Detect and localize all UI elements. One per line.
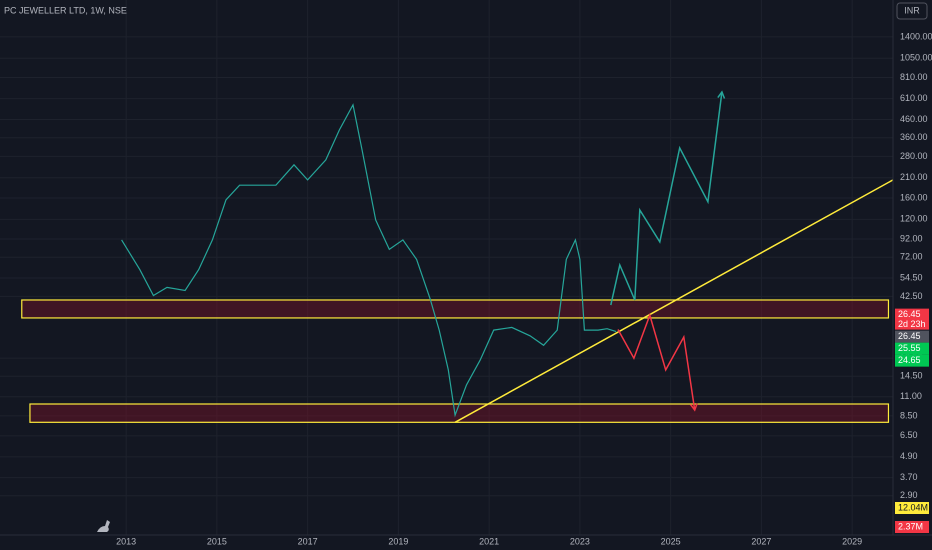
currency-button[interactable] [896,2,928,20]
y-tick-label: 14.50 [900,371,923,381]
x-tick-label: 2019 [388,536,408,546]
y-tick-label: 54.50 [900,272,923,282]
y-tick-label: 72.00 [900,252,923,262]
x-tick-label: 2015 [207,536,227,546]
y-tick-label: 92.00 [900,233,923,243]
projection [610,91,723,306]
grid [0,0,893,535]
y-tick-label: 280.00 [900,151,928,161]
y-tick-label: 2.90 [900,490,918,500]
y-tick-label: 6.50 [900,430,918,440]
y-tick-label: 42.50 [900,291,923,301]
price-tag [895,308,929,321]
x-tick-label: 2021 [479,536,499,546]
projection [617,312,696,411]
price-tag [895,342,929,355]
x-tick-label: 2023 [570,536,590,546]
y-tick-label: 810.00 [900,72,928,82]
x-tick-label: 2027 [751,536,771,546]
y-tick-label: 460.00 [900,114,928,124]
y-tick-label: 210.00 [900,172,928,182]
price-tag-label: 25.55 [898,343,921,353]
x-tick-label: 2025 [661,536,681,546]
x-tick-label: 2017 [298,536,318,546]
currency[interactable]: INR [904,5,920,15]
price-tag [895,354,929,367]
y-tick-label: 4.90 [900,451,918,461]
y-tick-label: 610.00 [900,93,928,103]
volume-tag [895,502,929,514]
logo [97,520,110,532]
price-tag-label: 24.65 [898,355,921,365]
y-tick-label: 8.50 [900,410,918,420]
y-tick-label: 160.00 [900,192,928,202]
y-tick-label: 3.70 [900,472,918,482]
plot [21,90,894,423]
trendline [454,179,894,423]
price-line [121,103,617,418]
x-tick-label: 2029 [842,536,862,546]
y-tick-label: 1050.00 [900,53,932,63]
arrow-head [717,90,726,99]
volume-tag-label: 12.04M [898,502,928,512]
y-tick-label: 360.00 [900,132,928,142]
y-tick-label: 11.00 [900,391,922,401]
price-tag-label: 26.45 [898,331,921,341]
arrow-head [689,403,698,412]
x-tick-label: 2013 [116,536,136,546]
countdown: 2d 23h [898,319,926,329]
y-tick-label: 1400.00 [900,31,932,41]
axis: 1400.00 1050.00 810.00 610.00 460.00 360.00 28… [116,31,932,546]
price-tag [895,330,929,343]
volume-tag [895,521,929,533]
chart-title: PC JEWELLER LTD, 1W, NSE [4,5,127,15]
zone [21,299,890,319]
countdown-bg [895,319,929,330]
y-tick-label: 120.00 [900,214,928,224]
volume-tag-label: 2.37M [898,521,923,531]
price-tag-label: 26.45 [898,309,921,319]
